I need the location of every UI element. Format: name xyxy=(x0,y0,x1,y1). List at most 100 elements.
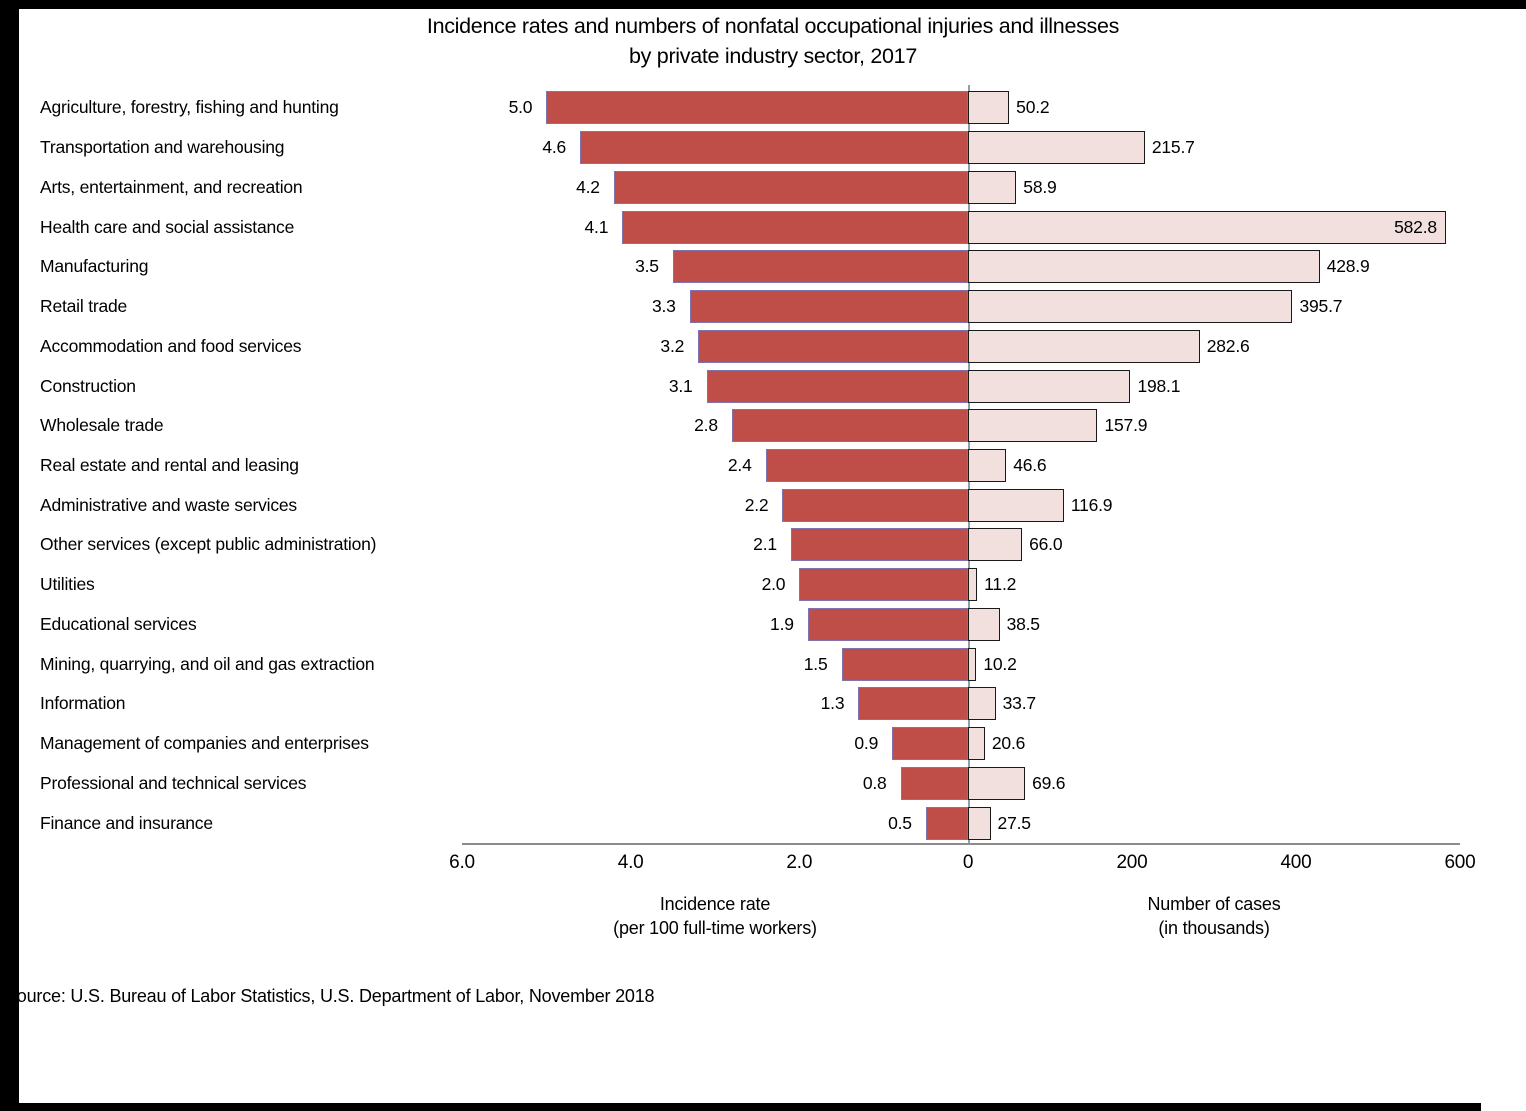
number-of-cases-bar xyxy=(968,250,1320,284)
number-of-cases-value: 428.9 xyxy=(1326,256,1370,277)
incidence-rate-bar xyxy=(672,250,968,284)
category-label: Construction xyxy=(40,375,136,396)
x-axis-line xyxy=(462,843,1460,845)
number-of-cases-bar xyxy=(968,369,1131,403)
category-label: Other services (except public administra… xyxy=(40,534,377,555)
number-of-cases-value: 20.6 xyxy=(991,733,1026,754)
incidence-rate-value: 0.8 xyxy=(862,772,887,793)
frame-border-left xyxy=(0,0,19,1103)
left-axis-caption-line2: (per 100 full-time workers) xyxy=(613,918,817,938)
incidence-rate-bar xyxy=(900,766,968,800)
incidence-rate-bar xyxy=(841,647,968,681)
incidence-rate-bar xyxy=(925,806,968,840)
left-axis-tick: 6.0 xyxy=(449,852,475,873)
number-of-cases-value: 27.5 xyxy=(997,812,1031,833)
number-of-cases-bar xyxy=(968,210,1446,244)
number-of-cases-value: 66.0 xyxy=(1029,534,1063,555)
number-of-cases-bar xyxy=(968,91,1010,125)
left-axis-tick: 0 xyxy=(962,852,974,873)
category-label: Administrative and waste services xyxy=(40,494,297,515)
incidence-rate-bar xyxy=(790,528,968,562)
category-label: Health care and social assistance xyxy=(40,216,295,237)
incidence-rate-value: 1.9 xyxy=(770,613,794,634)
incidence-rate-bar xyxy=(689,290,968,324)
incidence-rate-value: 3.5 xyxy=(635,256,659,277)
source-note: Source: U.S. Bureau of Labor Statistics,… xyxy=(5,986,655,1006)
number-of-cases-value: 282.6 xyxy=(1206,335,1250,356)
incidence-rate-value: 2.0 xyxy=(761,574,786,595)
number-of-cases-bar xyxy=(968,170,1017,204)
category-label: Wholesale trade xyxy=(40,415,164,436)
number-of-cases-bar xyxy=(968,647,977,681)
number-of-cases-value: 11.2 xyxy=(984,574,1017,595)
number-of-cases-value: 50.2 xyxy=(1016,97,1050,118)
incidence-rate-bar xyxy=(706,369,968,403)
category-label: Manufacturing xyxy=(40,256,149,277)
number-of-cases-value: 69.6 xyxy=(1032,772,1066,793)
right-axis-tick: 400 xyxy=(1280,852,1312,873)
category-label: Arts, entertainment, and recreation xyxy=(40,176,303,197)
right-axis-caption-line1: Number of cases xyxy=(1147,894,1281,914)
number-of-cases-value: 38.5 xyxy=(1006,613,1040,634)
incidence-rate-bar xyxy=(698,329,968,363)
number-of-cases-bar xyxy=(968,449,1007,482)
incidence-rate-bar xyxy=(782,488,968,522)
incidence-rate-value: 0.9 xyxy=(854,733,879,754)
left-axis-tick: 2.0 xyxy=(786,852,813,873)
number-of-cases-value: 215.7 xyxy=(1151,137,1195,158)
incidence-rate-bar xyxy=(622,210,968,244)
category-label: Educational services xyxy=(40,613,197,634)
number-of-cases-bar xyxy=(968,687,996,721)
left-axis-caption-line1: Incidence rate xyxy=(659,894,771,914)
incidence-rate-value: 0.5 xyxy=(888,812,912,833)
right-axis-caption: Number of cases (in thousands) xyxy=(1014,892,1414,940)
incidence-rate-value: 4.2 xyxy=(576,176,600,197)
number-of-cases-value: 33.7 xyxy=(1002,693,1036,714)
number-of-cases-bar xyxy=(968,607,1000,641)
incidence-rate-bar xyxy=(765,449,968,482)
incidence-rate-value: 1.3 xyxy=(820,693,845,714)
category-label: Professional and technical services xyxy=(40,772,307,793)
number-of-cases-value: 198.1 xyxy=(1137,375,1181,396)
number-of-cases-value: 58.9 xyxy=(1023,176,1057,197)
chart-title-line2: by private industry sector, 2017 xyxy=(629,44,917,68)
category-label: Information xyxy=(40,693,126,714)
incidence-rate-bar xyxy=(807,607,968,641)
incidence-rate-bar xyxy=(546,91,968,125)
category-label: Management of companies and enterprises xyxy=(40,733,369,754)
number-of-cases-value: 395.7 xyxy=(1299,296,1343,317)
right-axis-caption-line2: (in thousands) xyxy=(1158,918,1270,938)
category-label: Mining, quarrying, and oil and gas extra… xyxy=(40,653,375,674)
incidence-rate-bar xyxy=(799,568,968,602)
incidence-rate-value: 4.6 xyxy=(542,137,567,158)
incidence-rate-value: 2.1 xyxy=(753,534,777,555)
number-of-cases-bar xyxy=(968,528,1023,562)
right-axis-tick: 200 xyxy=(1116,852,1148,873)
number-of-cases-bar xyxy=(968,766,1026,800)
number-of-cases-value: 46.6 xyxy=(1013,455,1047,475)
number-of-cases-bar xyxy=(968,329,1200,363)
category-label: Agriculture, forestry, fishing and hunti… xyxy=(40,97,339,118)
category-label: Transportation and warehousing xyxy=(40,137,285,158)
number-of-cases-value: 10.2 xyxy=(983,653,1017,674)
frame-border-top xyxy=(0,0,1526,9)
incidence-rate-value: 2.4 xyxy=(727,455,752,475)
right-axis-tick: 600 xyxy=(1444,852,1476,873)
incidence-rate-bar xyxy=(731,409,968,443)
incidence-rate-bar xyxy=(580,131,968,165)
incidence-rate-value: 3.2 xyxy=(660,335,685,356)
number-of-cases-value: 116.9 xyxy=(1070,494,1113,515)
category-label: Accommodation and food services xyxy=(40,335,302,356)
category-label: Finance and insurance xyxy=(40,812,213,833)
number-of-cases-bar xyxy=(968,488,1064,522)
frame-border-bottom xyxy=(0,1103,1481,1111)
number-of-cases-bar xyxy=(968,806,991,840)
incidence-rate-value: 5.0 xyxy=(508,97,533,118)
incidence-rate-bar xyxy=(613,170,968,204)
category-label: Utilities xyxy=(40,574,95,595)
number-of-cases-bar xyxy=(968,727,985,761)
incidence-rate-value: 2.8 xyxy=(694,415,718,436)
chart-title-line1: Incidence rates and numbers of nonfatal … xyxy=(426,14,1120,38)
category-label: Real estate and rental and leasing xyxy=(40,455,299,475)
